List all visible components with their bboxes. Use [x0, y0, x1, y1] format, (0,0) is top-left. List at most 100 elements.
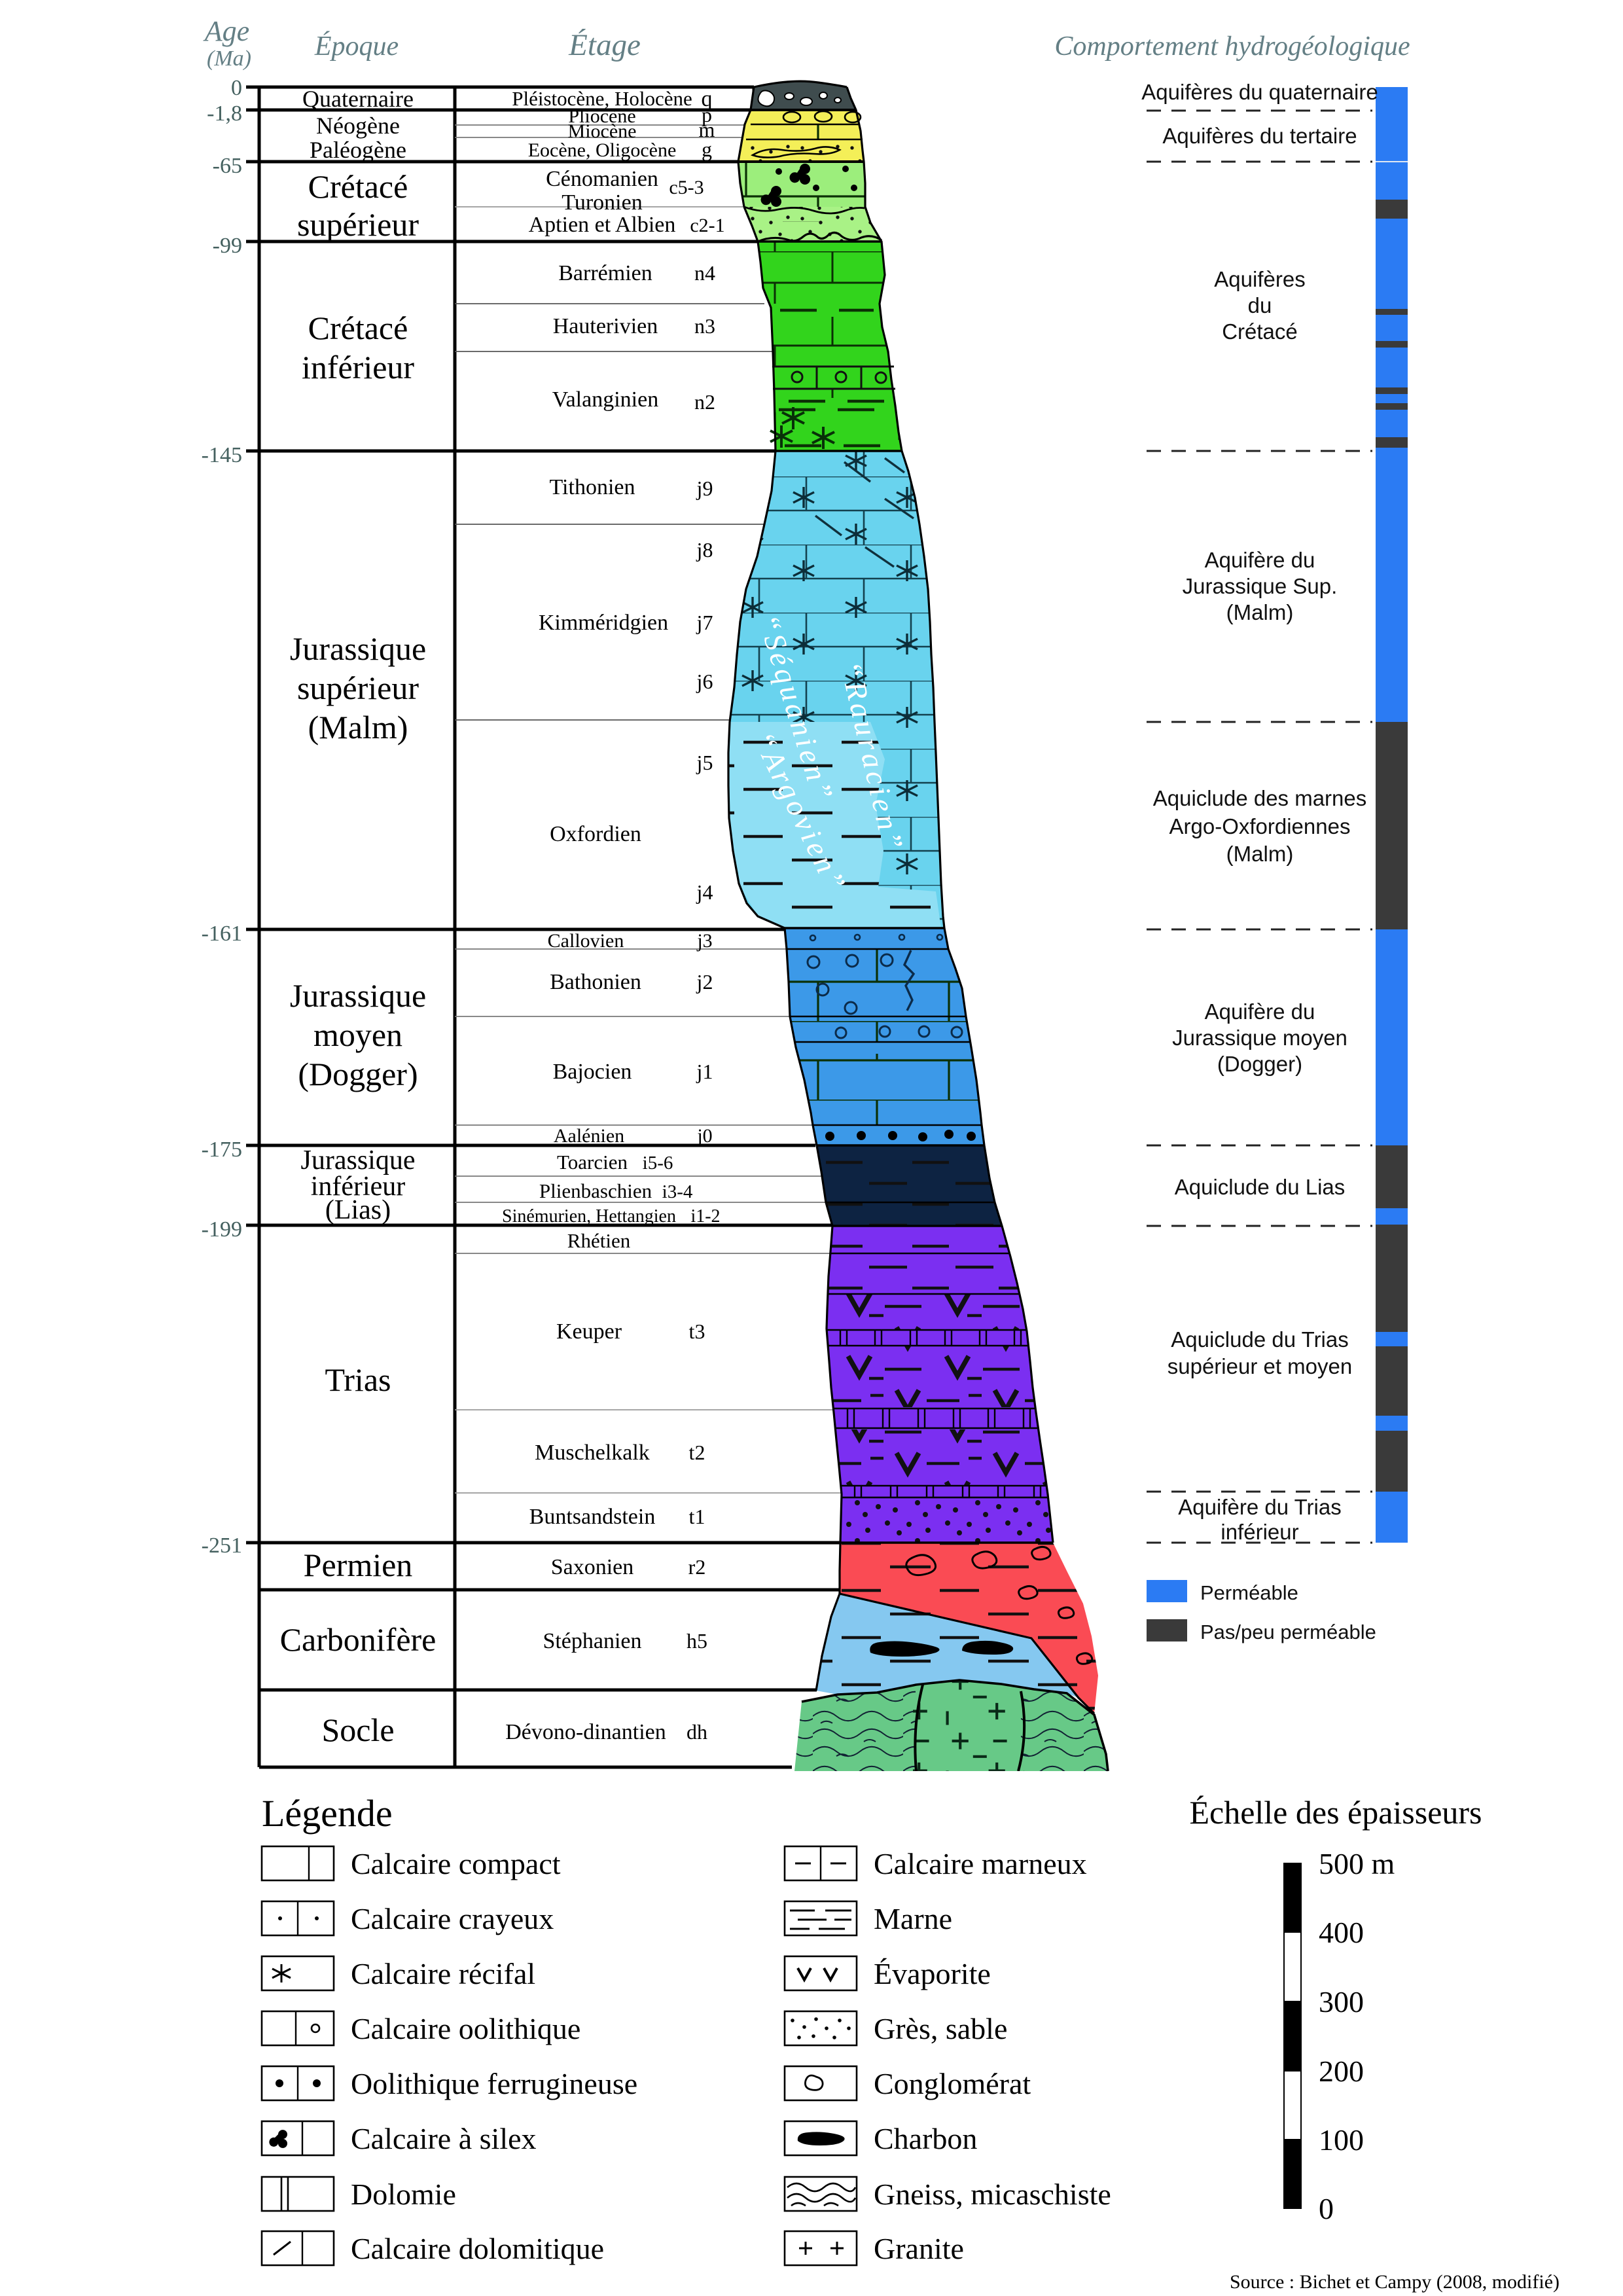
svg-text:Marne: Marne [874, 1902, 952, 1935]
svg-text:-1,8: -1,8 [207, 101, 242, 126]
svg-text:j8: j8 [696, 538, 713, 562]
svg-text:j1: j1 [696, 1060, 713, 1083]
svg-text:Charbon: Charbon [874, 2122, 977, 2155]
svg-text:(Malm): (Malm) [1226, 600, 1294, 624]
svg-text:q: q [702, 87, 713, 111]
svg-text:inférieur: inférieur [302, 349, 414, 386]
svg-text:(Ma): (Ma) [207, 46, 251, 71]
svg-text:Aquiclude du Lias: Aquiclude du Lias [1175, 1175, 1346, 1199]
svg-text:moyen: moyen [313, 1016, 402, 1053]
svg-text:Barrémien: Barrémien [558, 261, 652, 285]
svg-text:t1: t1 [689, 1505, 705, 1528]
svg-text:Tithonien: Tithonien [549, 475, 635, 499]
svg-text:-145: -145 [202, 443, 242, 467]
svg-text:Aquifères du tertaire: Aquifères du tertaire [1162, 124, 1357, 148]
svg-text:-199: -199 [202, 1217, 242, 1242]
svg-text:Argo-Oxfordiennes: Argo-Oxfordiennes [1169, 814, 1351, 838]
svg-text:j3: j3 [696, 930, 712, 952]
svg-text:Valanginien: Valanginien [552, 387, 658, 412]
svg-text:Stéphanien: Stéphanien [543, 1629, 641, 1653]
svg-text:(Dogger): (Dogger) [298, 1056, 418, 1092]
svg-text:Calcaire à silex: Calcaire à silex [351, 2122, 537, 2155]
svg-text:Oolithique ferrugineuse: Oolithique ferrugineuse [351, 2067, 637, 2100]
svg-text:200: 200 [1319, 2054, 1364, 2088]
svg-text:Bathonien: Bathonien [550, 970, 641, 994]
svg-text:Évaporite: Évaporite [874, 1957, 991, 1990]
svg-text:Rhétien: Rhétien [567, 1229, 631, 1252]
svg-text:Quaternaire: Quaternaire [302, 86, 414, 112]
svg-text:j2: j2 [696, 970, 713, 994]
svg-text:Échelle des épaisseurs: Échelle des épaisseurs [1189, 1794, 1482, 1831]
svg-text:100: 100 [1319, 2123, 1364, 2157]
svg-text:Kimméridgien: Kimméridgien [539, 611, 668, 635]
svg-text:n2: n2 [694, 390, 715, 414]
svg-text:c5-3: c5-3 [669, 177, 704, 198]
svg-text:j9: j9 [696, 476, 713, 500]
svg-text:Calcaire compact: Calcaire compact [351, 1847, 561, 1880]
svg-text:Aquifère du: Aquifère du [1205, 999, 1315, 1024]
svg-text:Grès, sable: Grès, sable [874, 2012, 1007, 2045]
svg-text:Gneiss, micaschiste: Gneiss, micaschiste [874, 2178, 1111, 2211]
svg-text:-251: -251 [202, 1534, 242, 1558]
svg-text:Jurassique: Jurassique [290, 630, 426, 667]
svg-text:i3-4: i3-4 [662, 1181, 693, 1202]
svg-text:Turonien: Turonien [562, 190, 642, 215]
svg-text:h5: h5 [687, 1629, 707, 1653]
svg-text:Calcaire marneux: Calcaire marneux [874, 1847, 1087, 1880]
svg-text:Jurassique moyen: Jurassique moyen [1172, 1026, 1347, 1050]
svg-text:Époque: Époque [314, 31, 399, 62]
svg-text:t3: t3 [689, 1319, 705, 1343]
svg-text:-161: -161 [202, 922, 242, 946]
svg-text:Plienbaschien: Plienbaschien [539, 1179, 652, 1202]
svg-text:Eocène, Oligocène: Eocène, Oligocène [528, 139, 677, 161]
svg-text:j7: j7 [696, 611, 713, 634]
svg-text:j4: j4 [696, 880, 713, 904]
svg-text:p: p [702, 103, 712, 126]
svg-text:j5: j5 [696, 751, 713, 774]
svg-text:Carbonifère: Carbonifère [280, 1621, 437, 1658]
svg-text:Source : Bichet et Campy (2008: Source : Bichet et Campy (2008, modifié) [1230, 2271, 1560, 2293]
svg-text:Pliocène: Pliocène [568, 105, 635, 127]
svg-text:Aptien et Albien: Aptien et Albien [529, 213, 676, 237]
svg-text:Granite: Granite [874, 2232, 964, 2265]
svg-text:Calcaire récifal: Calcaire récifal [351, 1957, 535, 1990]
svg-text:Toarcien: Toarcien [557, 1151, 628, 1174]
svg-text:Buntsandstein: Buntsandstein [529, 1505, 656, 1529]
svg-text:(Malm): (Malm) [1226, 842, 1294, 866]
svg-text:(Lias): (Lias) [325, 1195, 391, 1225]
svg-text:n4: n4 [694, 261, 715, 285]
svg-text:du: du [1248, 293, 1272, 317]
svg-text:Permien: Permien [304, 1547, 413, 1583]
svg-text:Étage: Étage [568, 28, 641, 62]
svg-text:Cénomanien: Cénomanien [546, 167, 658, 191]
svg-text:i1-2: i1-2 [690, 1206, 720, 1227]
svg-text:Calcaire oolithique: Calcaire oolithique [351, 2012, 580, 2045]
svg-text:Hauterivien: Hauterivien [553, 314, 658, 338]
svg-text:j0: j0 [696, 1125, 712, 1147]
svg-text:supérieur: supérieur [297, 670, 419, 706]
svg-text:Keuper: Keuper [556, 1319, 622, 1344]
svg-text:Crétacé: Crétacé [308, 168, 408, 205]
svg-text:-99: -99 [213, 234, 242, 258]
svg-text:Trias: Trias [325, 1361, 391, 1398]
svg-text:Néogène: Néogène [316, 113, 400, 139]
svg-text:inférieur: inférieur [1221, 1520, 1298, 1544]
svg-text:(Malm): (Malm) [308, 709, 408, 745]
svg-text:400: 400 [1319, 1916, 1364, 1949]
svg-text:Pas/peu perméable: Pas/peu perméable [1200, 1621, 1376, 1643]
svg-text:300: 300 [1319, 1985, 1364, 2018]
svg-text:Sinémurien, Hettangien: Sinémurien, Hettangien [502, 1206, 676, 1227]
svg-text:m: m [699, 118, 715, 141]
svg-text:0: 0 [231, 76, 242, 100]
svg-text:inférieur: inférieur [311, 1172, 406, 1202]
svg-text:Socle: Socle [321, 1712, 394, 1748]
svg-text:Aquifères du quaternaire: Aquifères du quaternaire [1141, 80, 1378, 104]
svg-text:r2: r2 [688, 1555, 706, 1579]
svg-text:Callovien: Callovien [548, 930, 624, 952]
svg-text:Calcaire dolomitique: Calcaire dolomitique [351, 2232, 604, 2265]
svg-text:j6: j6 [696, 670, 713, 693]
svg-text:-65: -65 [213, 154, 242, 178]
svg-text:Age: Age [203, 15, 249, 47]
svg-text:Calcaire crayeux: Calcaire crayeux [351, 1902, 554, 1935]
svg-text:Aquiclude des marnes: Aquiclude des marnes [1153, 786, 1367, 810]
